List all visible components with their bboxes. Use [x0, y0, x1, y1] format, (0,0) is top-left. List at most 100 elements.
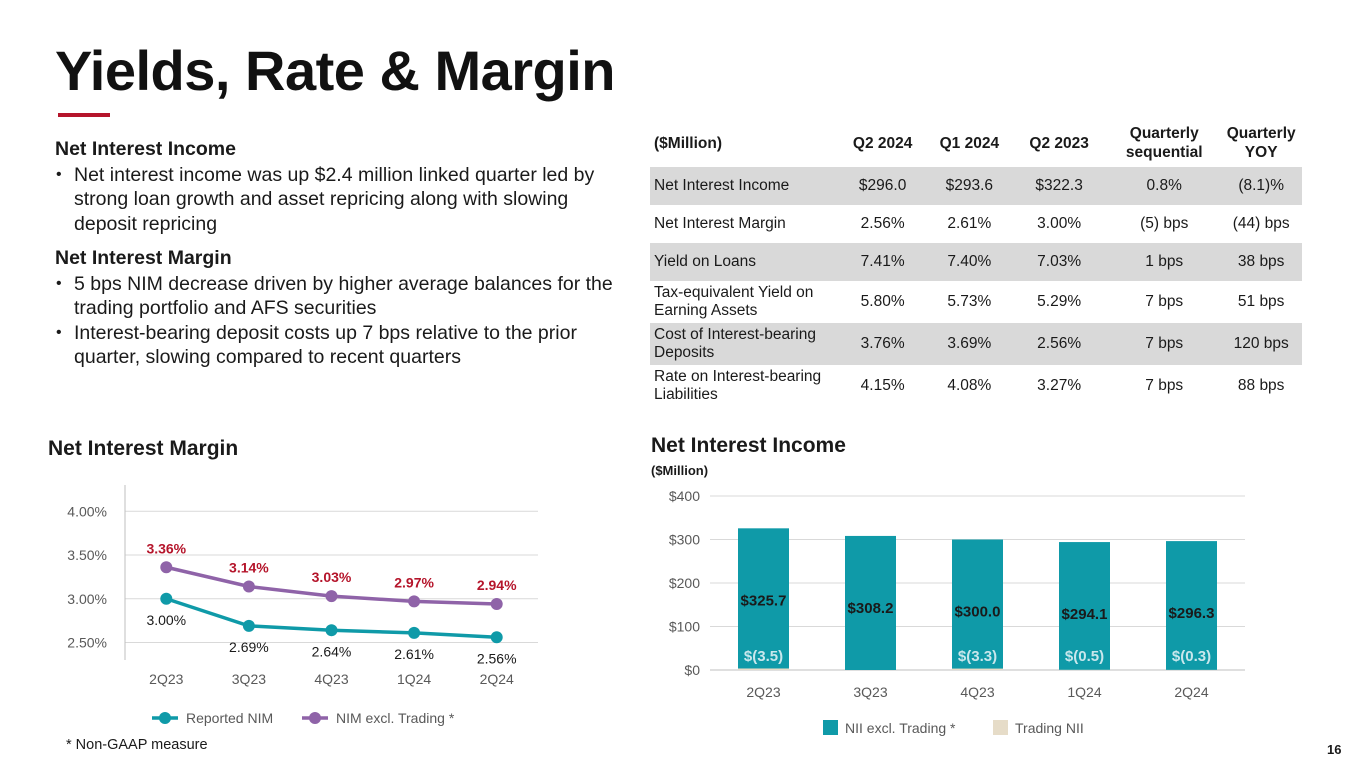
column-header: ($Million) [654, 134, 723, 152]
table-cell: 7 bps [1145, 293, 1184, 310]
data-label: 2.97% [394, 574, 434, 590]
data-label: $296.3 [1169, 605, 1215, 622]
bar [952, 539, 1003, 670]
table-cell: 5.80% [860, 293, 905, 310]
data-point [325, 624, 338, 637]
x-tick-label: 4Q23 [960, 684, 994, 700]
legend-marker [159, 712, 171, 724]
table-cell: 5.73% [947, 293, 992, 310]
table-cell: 7 bps [1145, 377, 1184, 394]
legend-swatch [823, 720, 838, 735]
y-tick-label: $300 [669, 532, 700, 548]
data-label: 3.36% [146, 540, 186, 556]
data-label: $(3.3) [958, 648, 997, 665]
table-cell: $293.6 [928, 167, 1011, 205]
data-label: $(0.3) [1172, 648, 1211, 665]
data-point [160, 592, 173, 605]
y-tick-label: $0 [684, 662, 700, 678]
table-cell: 0.8% [1108, 167, 1221, 205]
legend-label: NIM excl. Trading * [336, 710, 455, 726]
table-row: Yield on Loans 7.41% 7.40% 7.03% 1 bps 3… [650, 243, 1302, 281]
section-heading: Net Interest Income [55, 138, 236, 160]
bar [1166, 541, 1217, 670]
x-tick-label: 1Q24 [1067, 684, 1101, 700]
data-label: 2.61% [394, 646, 434, 662]
x-tick-label: 2Q23 [149, 671, 183, 687]
table-cell: 4.08% [947, 377, 992, 394]
title-accent-rule [58, 113, 110, 117]
x-tick-label: 3Q23 [232, 671, 266, 687]
column-header: Q2 2023 [1029, 134, 1089, 152]
row-label: Tax-equivalent Yield on Earning Assets [654, 284, 814, 319]
table-row: Tax-equivalent Yield on Earning Assets 5… [650, 281, 1302, 323]
x-tick-label: 2Q23 [746, 684, 780, 700]
table-cell: 3.76% [836, 323, 929, 365]
x-tick-label: 4Q23 [314, 671, 348, 687]
y-tick-label: 4.00% [67, 503, 107, 519]
y-tick-label: $400 [669, 488, 700, 504]
data-point [325, 590, 338, 603]
section-heading: Net Interest Margin [55, 247, 232, 269]
column-header: Quarterly sequential [1125, 125, 1203, 161]
table-cell: 2.61% [947, 215, 992, 232]
data-point [242, 580, 255, 593]
table-cell: 7.40% [928, 243, 1011, 281]
financial-table: ($Million) Q2 2024 Q1 2024 Q2 2023 Quart… [650, 119, 1302, 407]
data-point [408, 626, 421, 639]
row-label: Rate on Interest-bearing Liabilities [654, 368, 822, 403]
bar [845, 535, 896, 670]
y-tick-label: $200 [669, 575, 700, 591]
page-title: Yields, Rate & Margin [55, 39, 616, 102]
data-label: $325.7 [741, 592, 787, 609]
x-tick-label: 1Q24 [397, 671, 431, 687]
bullet-item: Net interest income was up $2.4 million … [55, 163, 615, 237]
legend-marker [309, 712, 321, 724]
nim-chart-title: Net Interest Margin [48, 437, 239, 460]
data-label: $(3.5) [744, 648, 783, 665]
table-row: Rate on Interest-bearing Liabilities 4.1… [650, 365, 1302, 407]
bullet-item: Interest-bearing deposit costs up 7 bps … [55, 321, 615, 370]
table-cell: 120 bps [1220, 323, 1302, 365]
y-tick-label: $100 [669, 619, 700, 635]
footnote: * Non-GAAP measure [66, 737, 208, 753]
bar [1059, 542, 1110, 670]
bar-trading [952, 668, 1003, 670]
table-cell: 7.41% [836, 243, 929, 281]
table-row: Net Interest Income $296.0 $293.6 $322.3… [650, 167, 1302, 205]
data-point [490, 598, 503, 610]
row-label: Yield on Loans [650, 243, 837, 281]
data-label: 2.94% [477, 577, 517, 593]
table-cell: (44) bps [1232, 215, 1290, 232]
data-label: 2.56% [477, 650, 517, 666]
legend-label: Reported NIM [186, 710, 273, 726]
table-cell: 7 bps [1108, 323, 1221, 365]
table-cell: 4.15% [860, 377, 905, 394]
legend-label: NII excl. Trading * [845, 720, 956, 736]
page-number: 16 [1327, 742, 1342, 757]
nii-chart-subtitle: ($Million) [651, 463, 709, 478]
data-label: 3.14% [229, 560, 269, 576]
x-tick-label: 2Q24 [480, 671, 514, 687]
column-header: Quarterly YOY [1226, 125, 1296, 161]
y-tick-label: 2.50% [67, 635, 107, 651]
commentary: Net Interest Income Net interest income … [55, 137, 615, 370]
column-header: Q1 2024 [939, 134, 1000, 152]
row-label: Net Interest Margin [654, 215, 786, 232]
table-cell: 3.00% [1037, 215, 1082, 232]
x-tick-label: 2Q24 [1174, 684, 1208, 700]
row-label: Net Interest Income [650, 167, 837, 205]
bar [738, 528, 789, 670]
table-cell: (5) bps [1140, 215, 1189, 232]
data-point [242, 619, 255, 632]
data-point [408, 595, 421, 608]
data-label: 3.03% [312, 569, 352, 585]
data-point [490, 631, 503, 644]
y-tick-label: 3.50% [67, 547, 107, 563]
table-cell: 38 bps [1220, 243, 1302, 281]
data-label: 2.69% [229, 639, 269, 655]
data-label: $300.0 [955, 604, 1001, 621]
data-label: $294.1 [1062, 606, 1108, 623]
bar-trading [738, 668, 789, 670]
data-label: $308.2 [848, 600, 894, 617]
table-cell: (8.1)% [1220, 167, 1302, 205]
